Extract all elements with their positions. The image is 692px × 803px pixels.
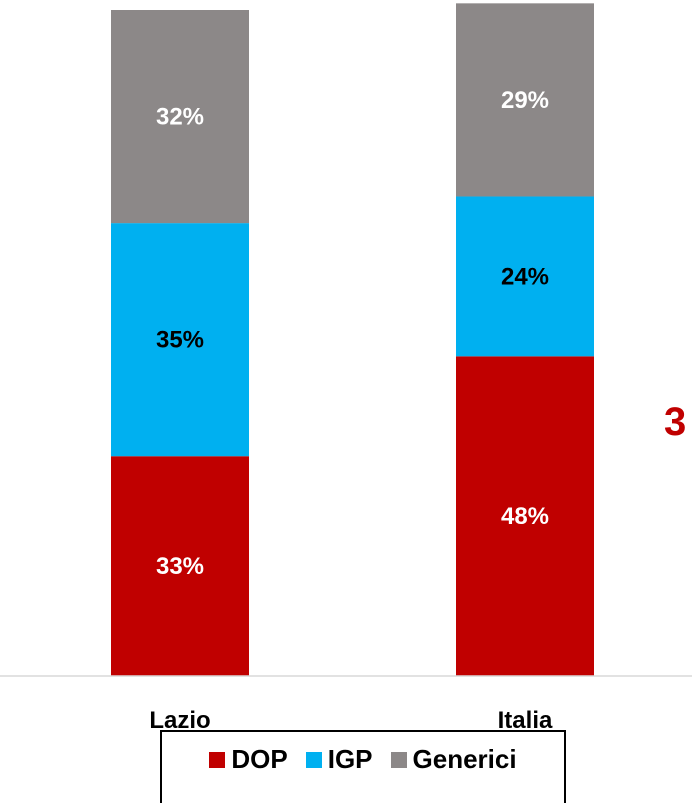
legend-swatch-igp bbox=[305, 751, 322, 768]
legend-label-dop: DOP bbox=[231, 744, 288, 774]
data-label-igp-lazio: 35% bbox=[156, 327, 204, 354]
legend-item-dop: DOP bbox=[209, 744, 288, 775]
chart-legend: DOP IGP Generici bbox=[160, 730, 566, 803]
bar-segment-igp-italia bbox=[456, 196, 594, 357]
bar-segment-igp-lazio bbox=[111, 223, 249, 457]
category-label-italia: Italia bbox=[498, 707, 553, 734]
bar-segment-dop-lazio bbox=[111, 456, 249, 676]
legend-label-igp: IGP bbox=[327, 744, 373, 774]
data-label-dop-lazio: 33% bbox=[156, 553, 204, 580]
cropped-side-text: 3 bbox=[664, 400, 687, 444]
bars-group: 33% 35% 32% 48% 24% 29% bbox=[111, 3, 594, 676]
legend-label-generici: Generici bbox=[412, 744, 517, 774]
data-label-dop-italia: 48% bbox=[501, 503, 549, 530]
bar-segment-generici-italia bbox=[456, 3, 594, 197]
data-label-igp-italia: 24% bbox=[501, 263, 549, 290]
data-label-generici-lazio: 32% bbox=[156, 104, 204, 131]
legend-item-igp: IGP bbox=[305, 744, 373, 775]
data-label-generici-italia: 29% bbox=[501, 87, 549, 114]
bar-segment-generici-lazio bbox=[111, 10, 249, 224]
legend-swatch-generici bbox=[390, 751, 407, 768]
category-labels: Lazio Italia bbox=[149, 707, 553, 734]
category-label-lazio: Lazio bbox=[149, 707, 210, 734]
legend-item-generici: Generici bbox=[390, 744, 517, 775]
bar-segment-dop-italia bbox=[456, 356, 594, 676]
legend-swatch-dop bbox=[209, 751, 226, 768]
